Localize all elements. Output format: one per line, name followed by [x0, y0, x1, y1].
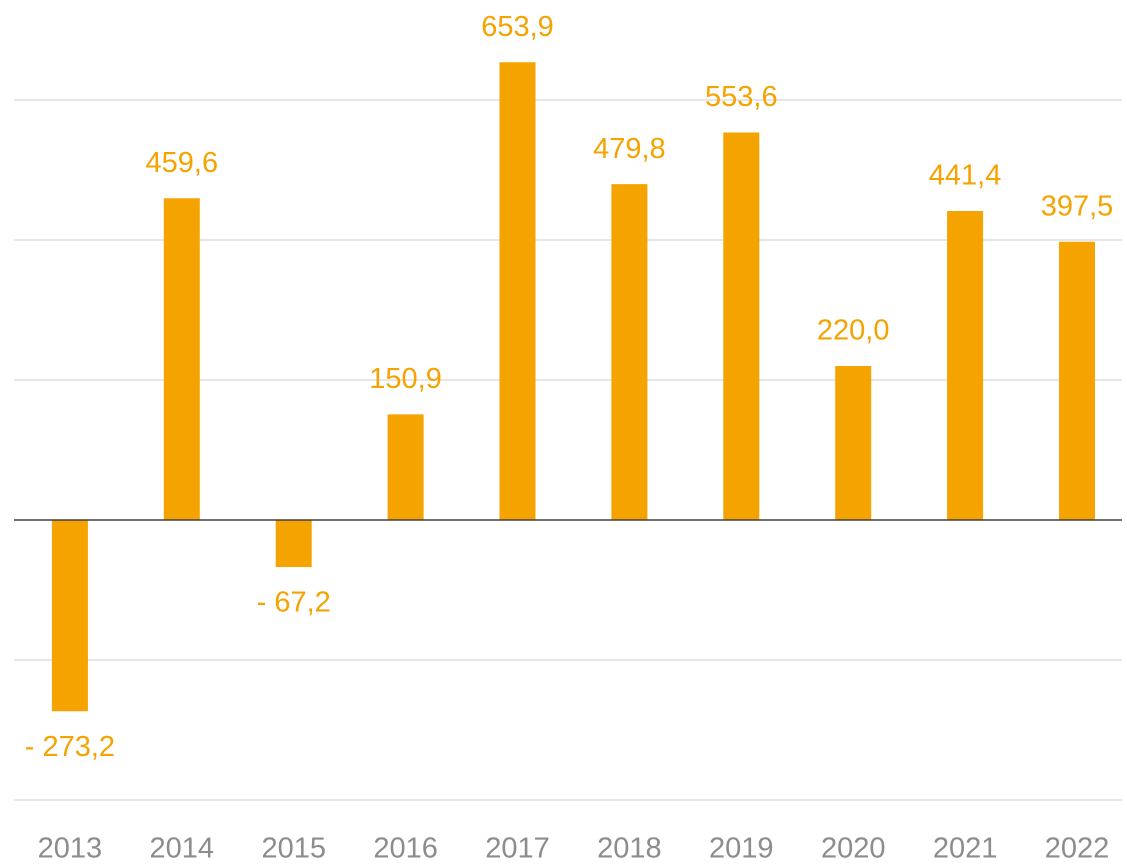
bar — [499, 62, 536, 521]
x-tick-label: 2022 — [1045, 833, 1110, 865]
x-tick-label: 2020 — [821, 833, 886, 865]
value-label: 479,8 — [593, 133, 666, 165]
bar — [163, 198, 200, 520]
value-label: 150,9 — [369, 363, 442, 395]
x-tick-label: 2015 — [261, 833, 326, 865]
bar — [947, 211, 984, 520]
bar — [1059, 241, 1095, 520]
value-label: - 273,2 — [25, 731, 115, 763]
bar — [723, 132, 760, 521]
value-label: 397,5 — [1041, 190, 1114, 222]
value-label: 553,6 — [705, 81, 778, 113]
bar — [51, 520, 88, 712]
x-tick-label: 2019 — [709, 833, 774, 865]
x-tick-label: 2017 — [485, 833, 550, 865]
value-label: 441,4 — [929, 160, 1002, 192]
x-tick-label: 2021 — [933, 833, 998, 865]
value-label: 459,6 — [146, 147, 219, 179]
bar — [387, 414, 424, 520]
bar — [611, 184, 648, 520]
x-tick-label: 2016 — [373, 833, 438, 865]
x-tick-label: 2014 — [150, 833, 215, 865]
value-label: 220,0 — [817, 315, 890, 347]
value-label: - 67,2 — [257, 587, 331, 619]
x-tick-label: 2013 — [38, 833, 103, 865]
bar — [275, 520, 312, 568]
bar — [835, 366, 872, 520]
value-label: 653,9 — [481, 11, 554, 43]
x-tick-label: 2018 — [597, 833, 662, 865]
